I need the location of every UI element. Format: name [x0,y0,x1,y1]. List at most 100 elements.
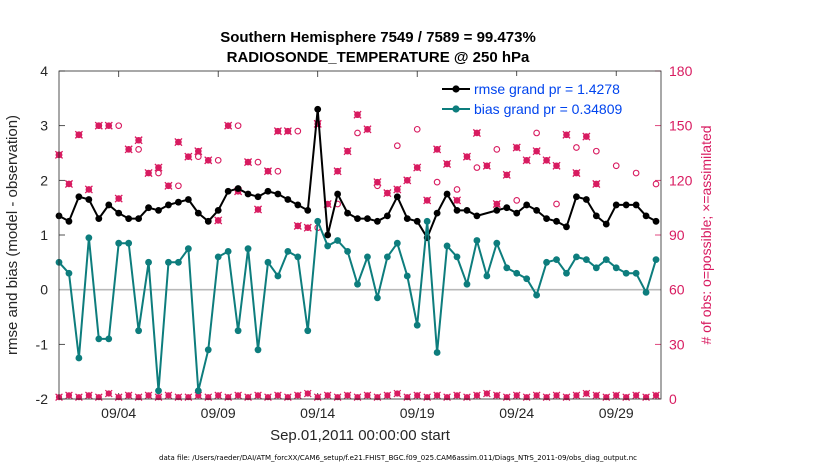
obs-low-cross [552,391,561,400]
obs-assimilated-cross [303,223,312,232]
obs-low-cross [542,393,551,402]
obs-assimilated-cross [283,127,292,136]
bias-point [344,248,351,255]
bias-point [75,354,83,362]
obs-assimilated-point [413,163,422,172]
obs-low-point [483,389,491,398]
obs-assimilated-cross [542,156,551,165]
bias-point [393,239,401,247]
obs-low-point [333,393,342,402]
obs-assimilated-cross [273,127,282,136]
obs-assimilated-cross [293,221,302,230]
rmse-point [145,204,152,212]
obs-low-cross [622,393,630,402]
bias-point [652,256,660,263]
rmse-point [374,217,381,225]
obs-low-cross [502,393,511,402]
obs-assimilated-point [154,163,163,172]
rmse-point [75,193,83,201]
obs-low-point [363,391,372,400]
rmse-point [602,220,610,228]
bias-point [334,237,342,244]
bias-point [214,253,222,261]
bias-point [284,248,292,255]
obs-assimilated-point [94,121,103,130]
bias-point [254,346,262,354]
obs-low-point [642,393,650,402]
rmse-point [553,217,560,225]
obs-low-point [353,393,362,402]
rmse-point [214,207,222,214]
legend-box [437,76,654,118]
obs-low-point [453,391,461,400]
obs-low-cross [313,393,322,402]
rmse-point [234,185,242,192]
rmse-point [513,209,521,217]
obs-low-cross [214,391,223,400]
obs-low-cross [274,391,282,400]
obs-assimilated-cross [84,185,93,194]
obs-low-cross [572,391,581,400]
y2-tick-label: 150 [669,118,693,134]
obs-assimilated-cross [492,199,501,209]
obs-low-cross [234,391,242,400]
obs-assimilated-cross [423,196,432,205]
obs-low-cross [85,391,93,400]
obs-low-cross [184,393,193,402]
obs-low-point [433,391,441,400]
obs-low-point [264,393,272,402]
y2-tick-label: 120 [669,172,693,188]
obs-low-point [612,391,621,400]
rmse-point [344,209,351,217]
obs-low-cross [433,391,441,400]
obs-low-point [144,391,153,400]
bias-point [612,264,620,272]
rmse-point [85,196,93,203]
obs-assimilated-point [562,130,571,139]
rmse-point [304,207,312,214]
bias-point [354,280,361,288]
obs-possible-point [592,147,600,155]
bias-point [364,253,371,261]
bias-point [165,258,172,266]
obs-low-cross [612,391,621,400]
obs-low-cross [582,389,591,398]
obs-low-point [403,393,412,402]
obs-low-point [244,393,252,402]
y-axis-right: 0 30 60 90 120 150 180 [655,63,693,407]
rmse-point [503,204,511,212]
legend: rmse grand pr = 1.4278 bias grand pr = 0… [437,76,654,118]
obs-assimilated-cross [393,185,402,194]
obs-assimilated-cross [194,147,203,156]
obs-low-point [602,393,611,402]
obs-possible-point [393,142,401,150]
rmse-point [175,198,182,206]
obs-assimilated-cross [333,167,342,176]
obs-low-point [582,389,591,398]
obs-assimilated-point [433,145,442,154]
rmse-point [95,215,103,223]
obs-assimilated-point [542,156,551,165]
obs-low-cross [75,393,83,402]
obs-assimilated-point [353,110,362,119]
y2-tick-label: 30 [669,336,685,352]
bias-point [592,264,600,272]
bias-point [304,327,312,335]
obs-low-cross [642,393,650,402]
rmse-point [244,190,252,198]
y-tick-label: -2 [36,391,49,407]
obs-low-cross [144,391,153,400]
obs-low-point [164,391,173,400]
obs-low-cross [463,393,471,402]
obs-assimilated-point [204,156,213,165]
obs-assimilated-cross [104,121,113,130]
rmse-point [155,207,162,214]
rmse-point [194,209,202,217]
obs-assimilated-point [283,127,292,136]
obs-assimilated-point [472,128,481,138]
obs-assimilated-cross [154,163,163,172]
bias-point [453,253,461,261]
obs-assimilated-point [443,159,452,168]
obs-low-cross [423,393,431,402]
obs-low-point [75,393,83,402]
